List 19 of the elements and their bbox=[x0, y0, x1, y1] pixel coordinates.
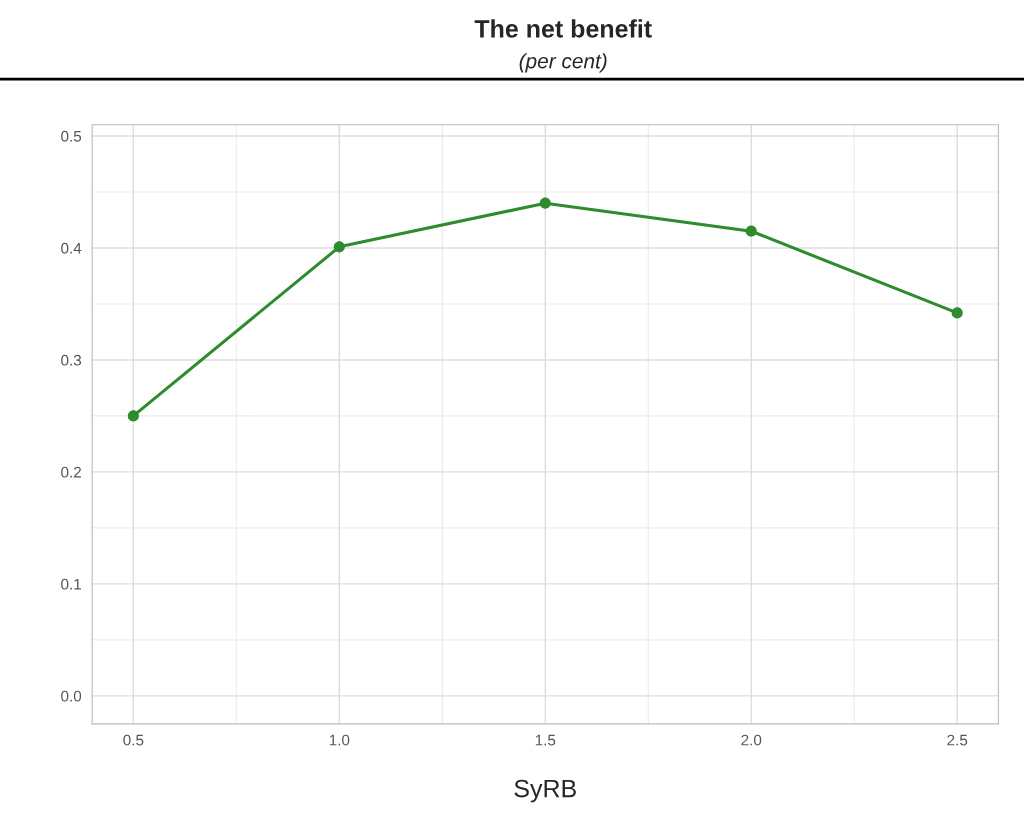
chart-title: The net benefit bbox=[474, 19, 652, 38]
y-tick-label: 0.3 bbox=[61, 354, 82, 366]
y-tick-label: 0.0 bbox=[61, 690, 82, 702]
point bbox=[745, 225, 757, 237]
x-tick-label: 1.5 bbox=[535, 734, 556, 746]
y-tick-label: 0.5 bbox=[61, 130, 82, 142]
x-tick-label: 0.5 bbox=[123, 734, 144, 746]
point bbox=[539, 197, 551, 209]
x-tick-label: 2.5 bbox=[947, 734, 968, 746]
point bbox=[333, 241, 345, 253]
x-tick-label: 2.0 bbox=[741, 734, 762, 746]
point bbox=[951, 307, 963, 319]
chart-subtitle: (per cent) bbox=[519, 53, 607, 73]
y-tick-label: 0.2 bbox=[61, 466, 81, 478]
y-tick-label: 0.1 bbox=[61, 578, 81, 590]
x-tick-label: 1.0 bbox=[329, 734, 350, 746]
point bbox=[127, 410, 139, 422]
y-tick-label: 0.4 bbox=[61, 242, 82, 254]
x-axis-title: SyRB bbox=[514, 779, 576, 803]
